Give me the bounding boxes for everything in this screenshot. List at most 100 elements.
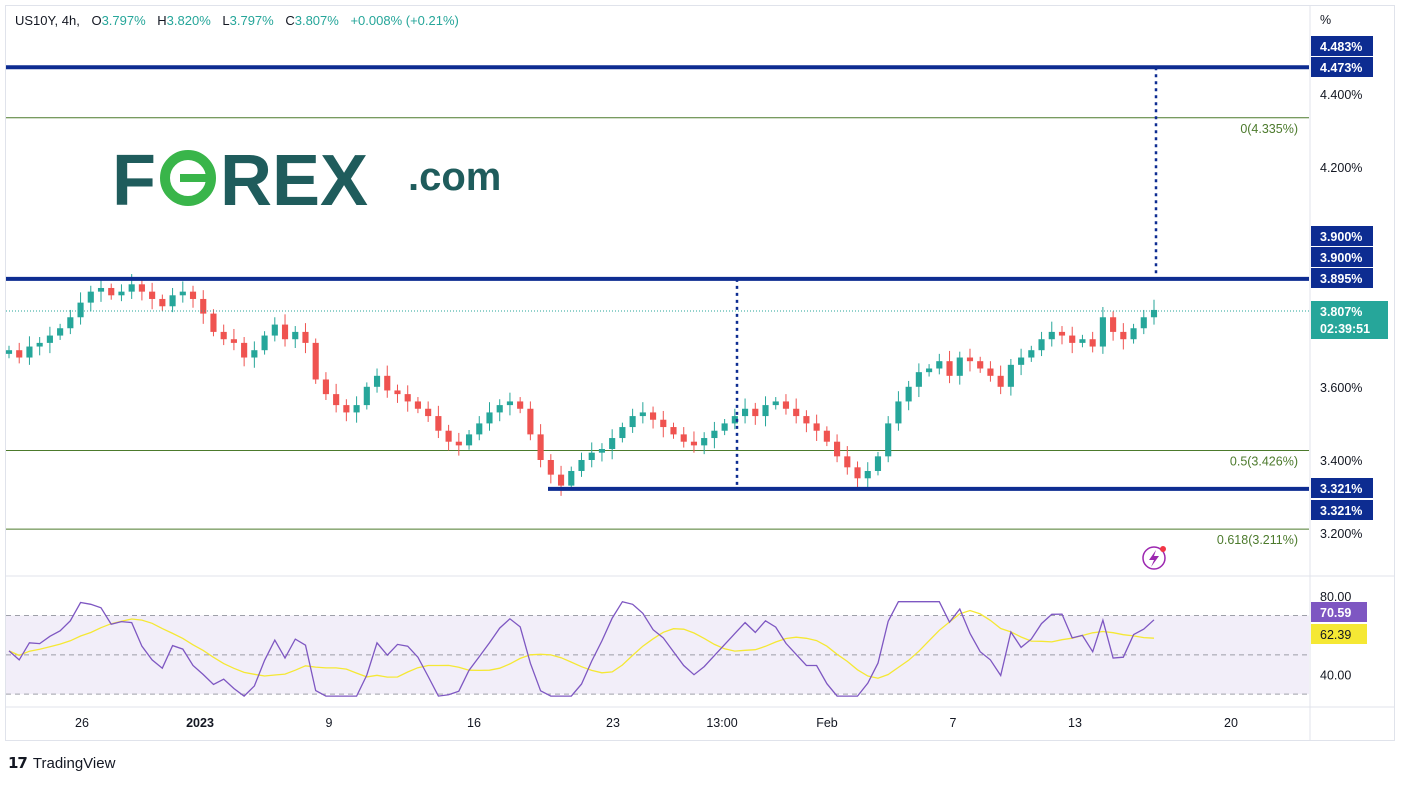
tradingview-branding[interactable]: 𝟭𝟳 TradingView xyxy=(8,754,115,773)
candle-body[interactable] xyxy=(5,350,13,354)
candle-body[interactable] xyxy=(649,412,657,420)
candle-body[interactable] xyxy=(159,298,166,307)
candle-body[interactable] xyxy=(936,361,943,369)
candle-body[interactable] xyxy=(619,427,626,439)
candle-body[interactable] xyxy=(220,331,227,340)
candle-body[interactable] xyxy=(118,291,125,296)
candle-body[interactable] xyxy=(138,284,145,292)
candle-body[interactable] xyxy=(803,416,810,424)
candle-body[interactable] xyxy=(302,331,309,343)
candle-body[interactable] xyxy=(435,416,442,431)
candle-body[interactable] xyxy=(1140,317,1147,329)
candle-body[interactable] xyxy=(394,390,401,395)
candle-body[interactable] xyxy=(547,460,554,475)
candle-body[interactable] xyxy=(742,408,749,417)
rsi-ma-line[interactable] xyxy=(8,609,1155,679)
candle-body[interactable] xyxy=(823,430,830,442)
candle-body[interactable] xyxy=(874,456,882,471)
candle-body[interactable] xyxy=(1099,317,1106,347)
candle-body[interactable] xyxy=(128,284,135,292)
candle-body[interactable] xyxy=(1110,317,1117,332)
candle-body[interactable] xyxy=(77,302,84,318)
candle-body[interactable] xyxy=(322,379,329,395)
candle-body[interactable] xyxy=(496,405,503,413)
candle-body[interactable] xyxy=(690,441,698,446)
candle-body[interactable] xyxy=(966,357,974,362)
candle-body[interactable] xyxy=(598,449,606,453)
candle-body[interactable] xyxy=(977,361,984,369)
candle-body[interactable] xyxy=(333,394,340,406)
candle-body[interactable] xyxy=(384,375,391,391)
candle-body[interactable] xyxy=(639,412,646,417)
candle-body[interactable] xyxy=(26,346,33,358)
candle-body[interactable] xyxy=(762,405,769,417)
candle-body[interactable] xyxy=(251,350,258,358)
candle-body[interactable] xyxy=(721,423,728,431)
candle-body[interactable] xyxy=(905,386,912,402)
candle-body[interactable] xyxy=(701,438,708,446)
candle-body[interactable] xyxy=(373,375,381,387)
candle-body[interactable] xyxy=(210,313,217,332)
candle-body[interactable] xyxy=(711,430,718,439)
candle-body[interactable] xyxy=(108,287,115,296)
candle-body[interactable] xyxy=(926,368,933,373)
candle-body[interactable] xyxy=(363,386,370,406)
symbol-label[interactable]: US10Y, 4h, xyxy=(15,13,80,28)
candle-body[interactable] xyxy=(1069,335,1076,343)
candle-body[interactable] xyxy=(455,441,462,446)
candle-body[interactable] xyxy=(1007,364,1014,387)
candle-body[interactable] xyxy=(793,408,800,417)
candle-body[interactable] xyxy=(486,412,493,424)
candle-body[interactable] xyxy=(414,401,421,409)
candle-body[interactable] xyxy=(731,416,738,424)
candle-body[interactable] xyxy=(1058,331,1066,336)
candle-body[interactable] xyxy=(179,291,186,296)
candle-body[interactable] xyxy=(404,394,411,402)
candle-body[interactable] xyxy=(834,441,841,457)
candle-body[interactable] xyxy=(36,342,43,347)
candle-body[interactable] xyxy=(578,460,585,471)
chart-canvas[interactable]: F REX .com 0(4.335%) 0.5(3.426%) 0.618(3.211%… xyxy=(0,0,1407,745)
candle-body[interactable] xyxy=(261,335,268,351)
candle-body[interactable] xyxy=(997,375,1004,387)
candle-body[interactable] xyxy=(230,339,237,343)
candle-body[interactable] xyxy=(97,287,105,292)
candle-body[interactable] xyxy=(271,324,278,336)
candle-body[interactable] xyxy=(844,456,851,468)
candle-body[interactable] xyxy=(445,430,452,442)
candle-body[interactable] xyxy=(1150,309,1158,318)
candle-body[interactable] xyxy=(16,350,23,358)
candle-body[interactable] xyxy=(752,408,759,417)
candle-body[interactable] xyxy=(476,423,483,435)
candle-body[interactable] xyxy=(312,342,319,380)
rsi-line[interactable] xyxy=(8,600,1155,697)
candle-body[interactable] xyxy=(987,368,994,376)
candle-body[interactable] xyxy=(67,317,74,329)
candle-body[interactable] xyxy=(864,470,871,479)
candle-body[interactable] xyxy=(588,452,595,460)
candle-body[interactable] xyxy=(241,342,248,358)
candle-body[interactable] xyxy=(782,401,790,409)
candle-body[interactable] xyxy=(292,331,299,340)
candle-body[interactable] xyxy=(537,434,544,460)
lightning-icon[interactable] xyxy=(1142,546,1166,570)
candle-body[interactable] xyxy=(200,298,207,314)
candle-body[interactable] xyxy=(813,423,820,431)
candle-body[interactable] xyxy=(670,427,677,435)
candle-body[interactable] xyxy=(1120,331,1127,340)
candle-body[interactable] xyxy=(506,401,514,406)
candle-body[interactable] xyxy=(1038,339,1045,351)
candle-body[interactable] xyxy=(1018,357,1025,365)
candle-body[interactable] xyxy=(57,328,64,336)
candle-body[interactable] xyxy=(465,434,473,446)
candle-body[interactable] xyxy=(557,474,565,486)
candle-body[interactable] xyxy=(46,335,53,343)
candle-body[interactable] xyxy=(568,470,575,486)
candle-body[interactable] xyxy=(1089,339,1096,347)
candle-body[interactable] xyxy=(87,291,94,303)
candle-body[interactable] xyxy=(1130,328,1137,340)
candle-body[interactable] xyxy=(680,434,687,442)
candle-body[interactable] xyxy=(353,405,360,413)
candle-body[interactable] xyxy=(629,416,636,428)
candle-body[interactable] xyxy=(915,372,922,387)
